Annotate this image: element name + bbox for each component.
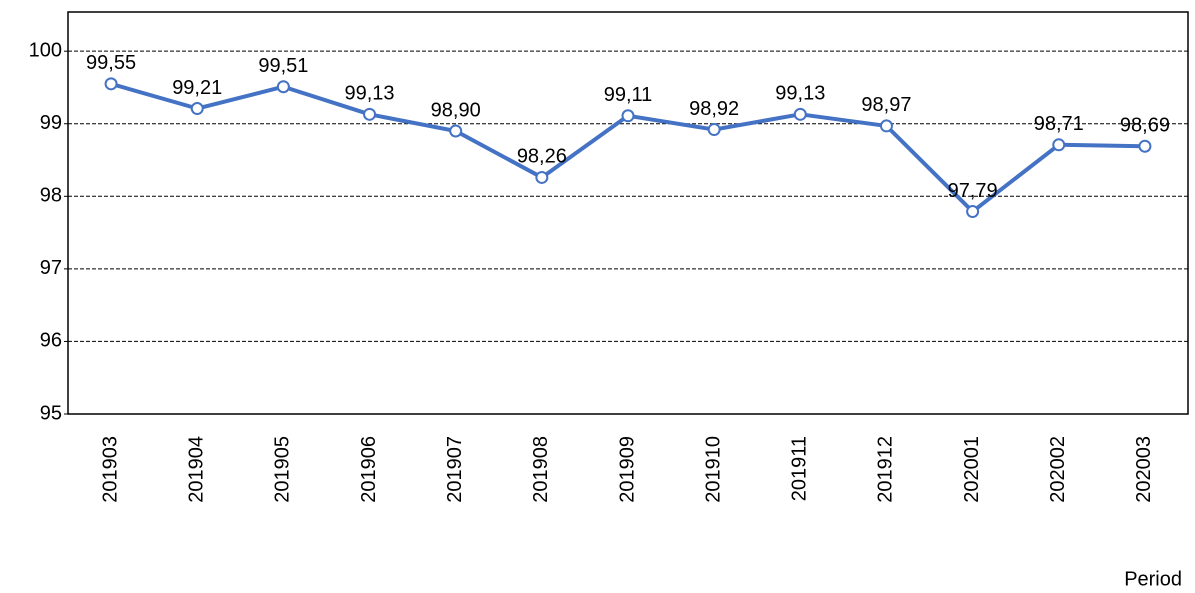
x-tick-label: 201911 <box>789 436 811 501</box>
data-label: 99,13 <box>345 83 395 105</box>
marker <box>276 80 290 94</box>
plot-frame <box>67 11 1189 415</box>
x-tick-label: 201908 <box>530 436 552 503</box>
x-axis-label: Period <box>1124 568 1182 590</box>
data-label: 99,51 <box>258 55 308 77</box>
data-label: 98,69 <box>1120 115 1170 137</box>
marker <box>190 102 204 116</box>
marker <box>1052 138 1066 152</box>
y-tick-label: 99 <box>40 112 62 134</box>
x-tick-label: 201905 <box>272 436 294 503</box>
marker <box>879 119 893 133</box>
data-label: 98,26 <box>517 146 567 168</box>
data-label: 98,71 <box>1034 113 1084 135</box>
x-tick-label: 202001 <box>961 436 983 503</box>
x-tick-label: 201903 <box>99 436 121 503</box>
marker <box>1138 139 1152 153</box>
y-tick-label: 98 <box>40 185 62 207</box>
data-label: 97,79 <box>948 180 998 202</box>
y-tick-label: 95 <box>40 402 62 424</box>
x-tick-label: 201907 <box>444 436 466 503</box>
marker <box>621 109 635 123</box>
marker <box>966 205 980 219</box>
x-tick-label: 201912 <box>875 436 897 503</box>
y-tick-label: 100 <box>29 39 62 61</box>
data-label: 99,55 <box>86 52 136 74</box>
marker <box>793 107 807 121</box>
marker <box>535 170 549 184</box>
marker <box>104 77 118 91</box>
y-tick-label: 97 <box>40 257 62 279</box>
x-tick-label: 201904 <box>186 436 208 503</box>
y-tick-label: 96 <box>40 330 62 352</box>
data-label: 99,21 <box>172 77 222 99</box>
data-label: 98,90 <box>431 99 481 121</box>
x-tick-label: 202002 <box>1047 436 1069 503</box>
x-tick-label: 201909 <box>616 436 638 503</box>
data-label: 98,92 <box>689 98 739 120</box>
marker <box>363 107 377 121</box>
x-tick-label: 202003 <box>1133 436 1155 503</box>
x-tick-label: 201910 <box>702 436 724 503</box>
data-label: 99,11 <box>604 84 653 106</box>
data-label: 99,13 <box>775 83 825 105</box>
x-tick-label: 201906 <box>358 436 380 503</box>
marker <box>707 123 721 137</box>
marker <box>449 124 463 138</box>
data-label: 98,97 <box>861 94 911 116</box>
